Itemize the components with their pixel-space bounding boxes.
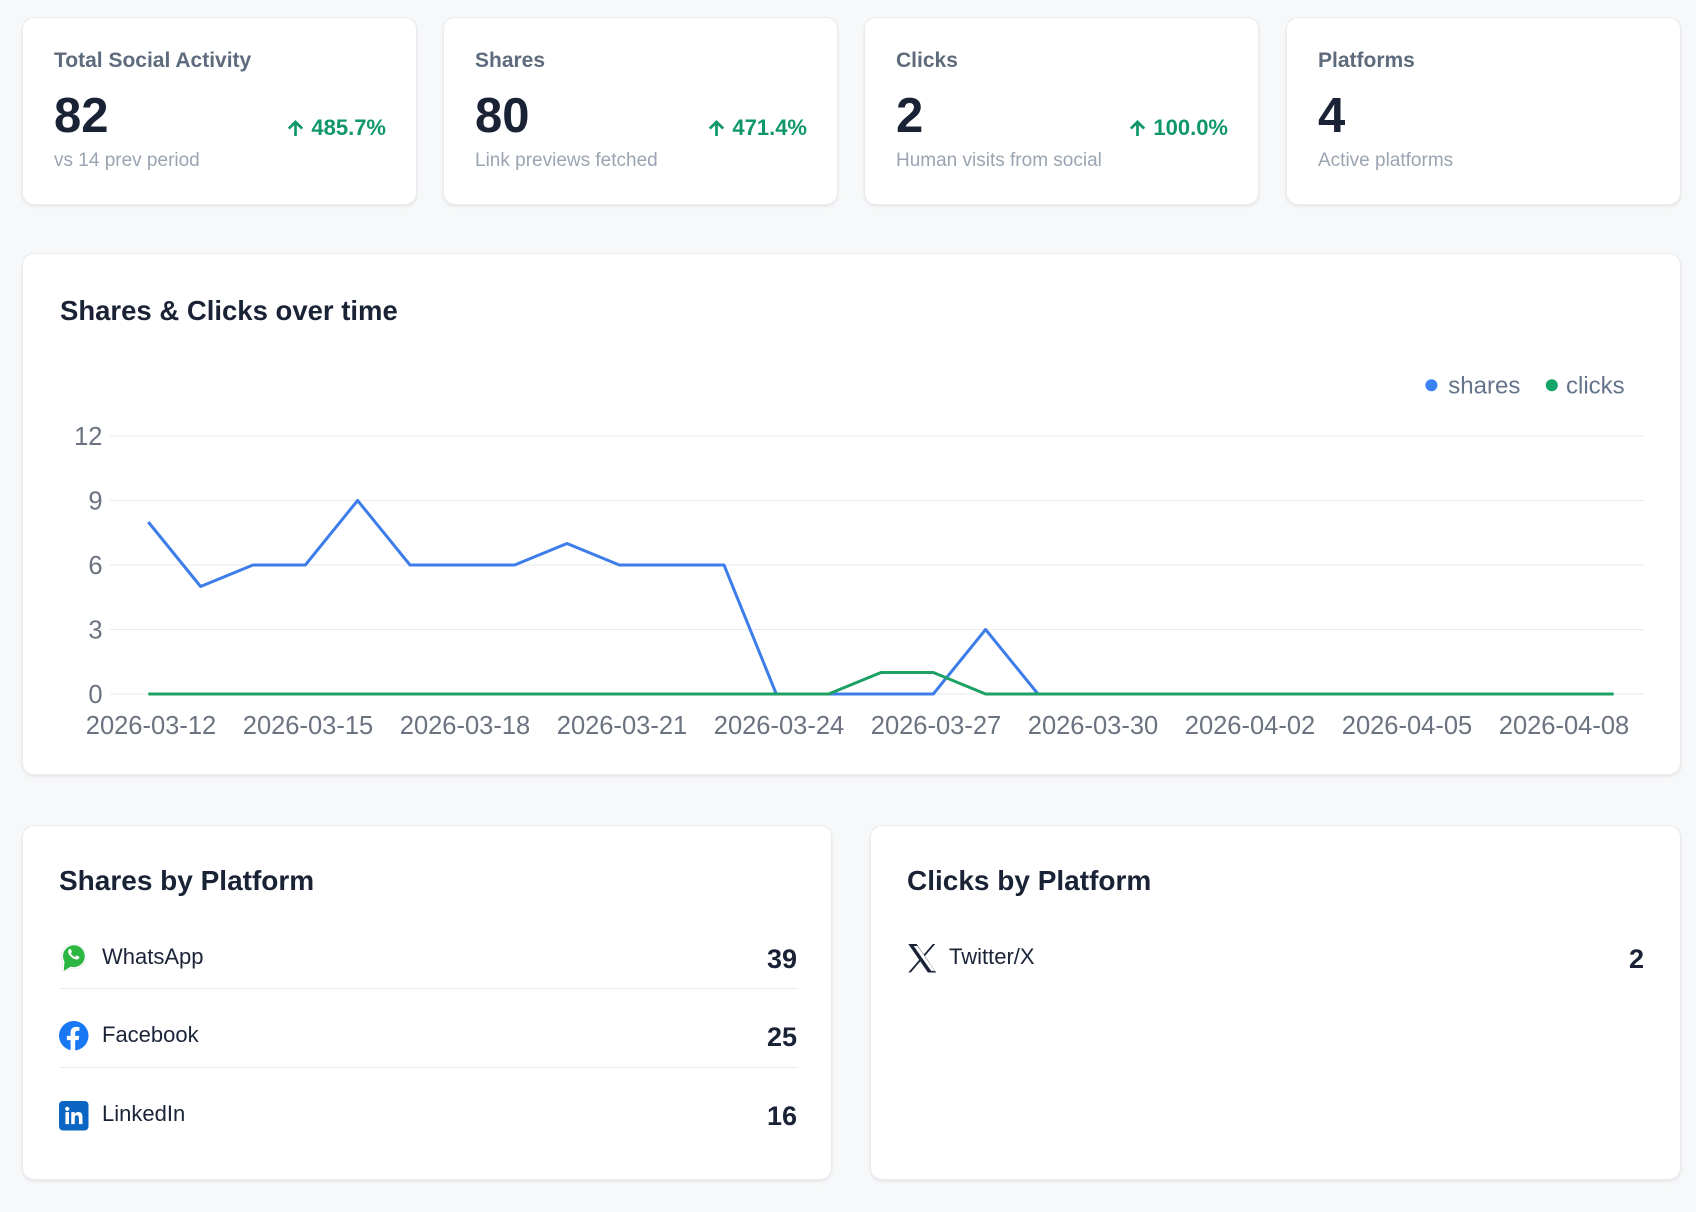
- svg-text:6: 6: [88, 552, 102, 580]
- svg-text:9: 9: [88, 488, 102, 516]
- svg-text:0: 0: [88, 681, 102, 709]
- svg-text:12: 12: [74, 423, 102, 451]
- svg-text:2026-04-05: 2026-04-05: [1342, 712, 1472, 740]
- svg-text:2026-03-21: 2026-03-21: [557, 712, 687, 740]
- svg-text:2026-03-24: 2026-03-24: [714, 712, 844, 740]
- svg-text:2026-03-12: 2026-03-12: [86, 712, 216, 740]
- svg-text:2026-03-15: 2026-03-15: [243, 712, 373, 740]
- svg-text:shares: shares: [1448, 372, 1520, 399]
- svg-text:clicks: clicks: [1566, 372, 1625, 399]
- svg-text:2026-03-27: 2026-03-27: [871, 712, 1001, 740]
- svg-text:2026-03-30: 2026-03-30: [1028, 712, 1158, 740]
- svg-text:2026-04-02: 2026-04-02: [1185, 712, 1315, 740]
- svg-text:2026-03-18: 2026-03-18: [400, 712, 530, 740]
- svg-text:2026-04-08: 2026-04-08: [1499, 712, 1629, 740]
- svg-text:3: 3: [88, 617, 102, 645]
